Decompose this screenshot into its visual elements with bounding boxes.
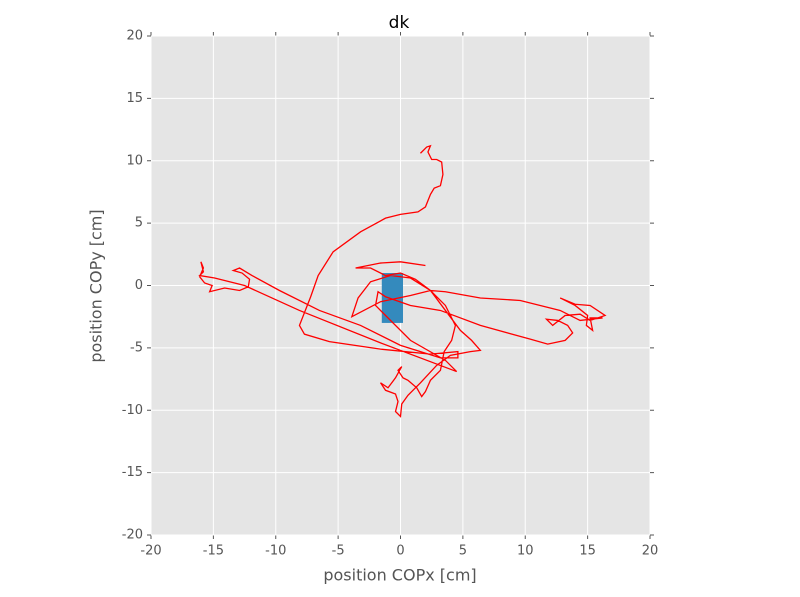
x-tick-label: -15 — [203, 544, 224, 559]
x-tick-label: 15 — [579, 544, 596, 559]
x-tick-label: -20 — [140, 544, 161, 559]
x-tick-label: -10 — [265, 544, 286, 559]
x-tick-label: 0 — [396, 544, 404, 559]
y-tick-label: -15 — [122, 465, 143, 480]
y-axis-label: position COPy [cm] — [87, 209, 106, 362]
y-tick-label: -10 — [122, 403, 143, 418]
y-tick-label: 0 — [135, 278, 143, 293]
y-tick-label: 5 — [135, 216, 143, 231]
x-axis-label: position COPx [cm] — [323, 566, 476, 585]
y-tick-label: -5 — [130, 340, 143, 355]
y-tick-label: 15 — [126, 91, 143, 106]
chart-title: dk — [389, 13, 410, 33]
x-tick-label: -5 — [332, 544, 345, 559]
x-tick-label: 5 — [459, 544, 467, 559]
box — [381, 273, 403, 323]
y-tick-label: 10 — [126, 153, 143, 168]
y-tick-label: 20 — [126, 29, 143, 44]
y-tick-label: -20 — [122, 528, 143, 543]
x-tick-label: 20 — [642, 544, 659, 559]
x-tick-label: 10 — [517, 544, 534, 559]
trajectory — [198, 144, 607, 418]
